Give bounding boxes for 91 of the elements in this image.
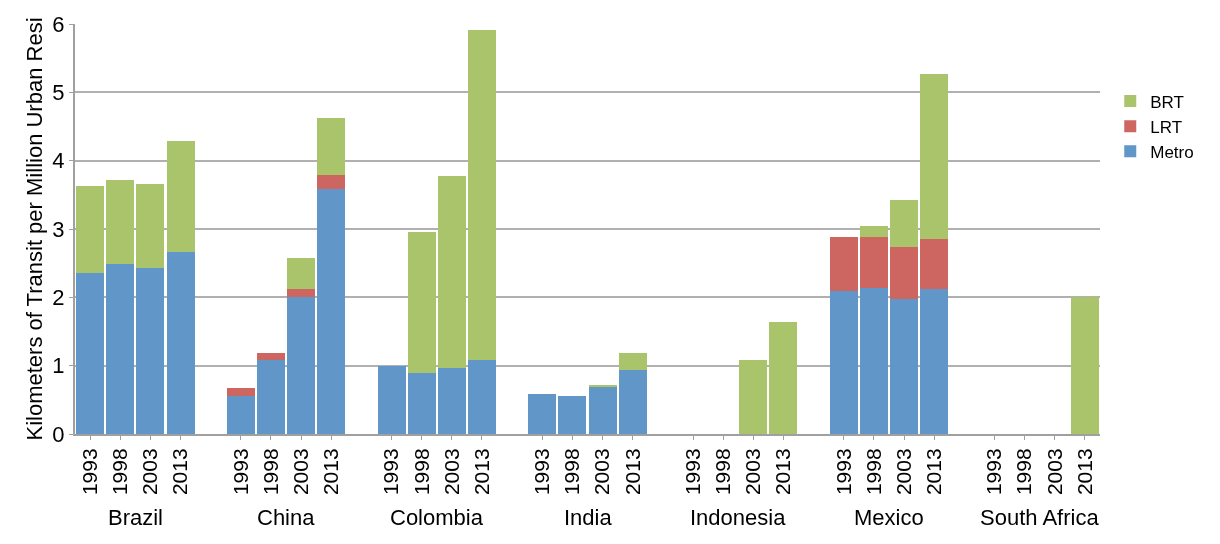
x-tick-label: 2013 <box>771 448 795 496</box>
bar <box>136 183 165 268</box>
text: Brazil <box>108 505 164 530</box>
x-tick-label: 1998 <box>710 448 734 496</box>
bar <box>588 386 617 434</box>
y-tick-label: 3 <box>52 216 65 242</box>
x-tick-label: 2013 <box>168 448 192 496</box>
bar <box>407 372 436 434</box>
y-tick-label: 6 <box>52 11 65 37</box>
bar <box>287 289 316 298</box>
x-tick-label: 1993 <box>530 448 554 496</box>
x-tick-label: 2013 <box>1072 448 1096 496</box>
y-tick-label: 0 <box>52 421 65 447</box>
bar <box>76 185 105 273</box>
bar <box>920 73 949 240</box>
x-tick-label: 1998 <box>861 448 885 496</box>
bar <box>859 226 888 237</box>
bar <box>528 394 557 434</box>
bar <box>859 287 888 434</box>
x-tick-label: 2003 <box>590 448 614 496</box>
x-tick-label: 2013 <box>469 448 493 496</box>
x-tick-label: 1993 <box>379 448 403 496</box>
legend-label: Metro <box>1150 142 1194 162</box>
bar <box>226 395 255 434</box>
x-tick-label: 1993 <box>77 448 101 496</box>
bar <box>1070 297 1099 434</box>
bar <box>287 297 316 434</box>
text: South Africa <box>980 505 1100 530</box>
bar <box>287 257 316 290</box>
x-tick-label: 1998 <box>560 448 584 496</box>
x-tick-label: 1993 <box>680 448 704 496</box>
y-tick-label: 5 <box>52 80 65 106</box>
bar <box>226 387 255 396</box>
x-tick-label: 2013 <box>922 448 946 496</box>
bar <box>166 251 195 434</box>
bar <box>467 30 496 361</box>
y-tick-label: 4 <box>52 148 65 174</box>
bar <box>588 384 617 387</box>
bar <box>829 291 858 434</box>
bar <box>256 352 285 361</box>
x-tick-label: 1998 <box>108 448 132 496</box>
x-tick-label: 2003 <box>891 448 915 496</box>
bar <box>829 236 858 292</box>
x-tick-label: 2003 <box>1042 448 1066 496</box>
x-tick-label: 2003 <box>741 448 765 496</box>
text: Colombia <box>390 505 484 530</box>
bar <box>437 175 466 369</box>
x-tick-label: 1993 <box>982 448 1006 496</box>
y-axis-title: Kilometers of Transit per Million Urban Resi <box>21 17 47 441</box>
bar <box>407 232 436 373</box>
bar <box>377 365 406 434</box>
bar <box>890 246 919 299</box>
bar <box>106 263 135 434</box>
bar <box>890 298 919 434</box>
bar <box>76 272 105 434</box>
bar <box>317 118 346 176</box>
bar <box>920 239 949 290</box>
text: Mexico <box>854 505 924 530</box>
legend-label: LRT <box>1150 117 1183 137</box>
bar <box>618 353 647 370</box>
bar <box>558 395 587 434</box>
x-tick-label: 2003 <box>288 448 312 496</box>
y-tick-label: 2 <box>52 285 65 311</box>
bar <box>317 188 346 434</box>
bar <box>739 360 768 434</box>
bar <box>467 360 496 434</box>
bar <box>106 179 135 264</box>
x-tick-label: 1993 <box>228 448 252 496</box>
x-tick-label: 2013 <box>319 448 343 496</box>
bar <box>920 289 949 434</box>
bar <box>437 368 466 434</box>
text: India <box>564 505 613 530</box>
x-tick-label: 1998 <box>258 448 282 496</box>
bar <box>136 267 165 434</box>
y-tick-label: 1 <box>52 353 65 379</box>
bar <box>256 360 285 434</box>
bar <box>859 236 888 288</box>
x-tick-label: 1998 <box>409 448 433 496</box>
bar <box>317 175 346 189</box>
x-tick-label: 2013 <box>620 448 644 496</box>
x-tick-label: 1998 <box>1012 448 1036 496</box>
bar <box>769 321 798 434</box>
bar <box>890 200 919 247</box>
text: China <box>257 505 316 530</box>
x-tick-label: 1993 <box>831 448 855 496</box>
bar <box>166 140 195 252</box>
text: Indonesia <box>690 505 787 530</box>
legend-label: BRT <box>1150 92 1184 112</box>
bar <box>618 369 647 434</box>
x-tick-label: 2003 <box>138 448 162 496</box>
x-tick-label: 2003 <box>439 448 463 496</box>
